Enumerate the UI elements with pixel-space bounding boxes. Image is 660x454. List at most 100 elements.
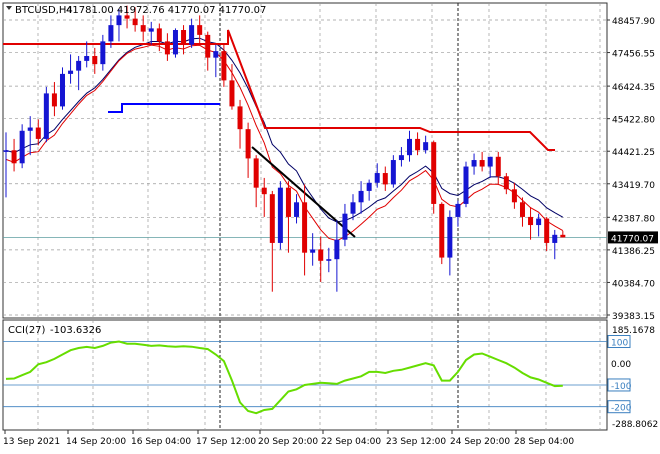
price-tick-label: 40384.70 [612,279,655,289]
cci-line [5,340,563,415]
cci-axis-min: -288.8062 [612,420,658,430]
price-tick-label: 45422.80 [612,116,655,126]
candle-bull [334,239,340,260]
price-tick-label: 44421.25 [612,148,655,158]
candle-bear [382,173,388,185]
symbol-label: BTCUSD,H4 [15,5,73,16]
candle-bear [302,202,308,253]
candle-bear [181,30,187,45]
candle-bear [253,158,259,188]
cci-level-label: 100 [611,339,628,349]
candle-bear [245,129,251,159]
candle-bull [423,142,429,151]
candle-bull [398,155,404,161]
candle-bear [269,194,275,243]
candle-bear [11,150,17,164]
candle-bear [164,41,170,55]
cci-level-box [607,400,631,414]
candle-bull [148,28,154,32]
ma-fast-line [5,44,564,242]
candle-bear [205,34,211,58]
current-price-label: 41770.07 [611,234,654,244]
cci-value: -103.6326 [50,325,101,336]
candle-bear [560,234,566,238]
candle-bear [229,80,235,107]
candle-bull [84,56,90,61]
candle-bull [68,70,74,74]
candle-bull [310,249,316,253]
price-tick-label: 39383.15 [612,312,655,322]
candle-bull [471,160,477,167]
candle-bull [487,156,493,167]
cci-axis-max: 185.1678 [612,326,655,336]
cci-level-box [607,378,631,392]
candle-bear [544,218,550,243]
candle-bear [35,127,41,139]
price-tick-label: 41386.25 [612,247,655,257]
candle-bull [455,203,461,217]
candle-bull [390,160,396,185]
time-tick-label: 17 Sep 12:00 [196,437,256,447]
cci-level-label: 0.00 [611,360,631,370]
candle-bull [407,138,412,156]
candle-bear [124,15,130,19]
cci-header: CCI(27) -103.6326 [8,325,101,336]
candle-bear [285,187,291,217]
cci-panel[interactable] [2,319,608,431]
current-price-box [608,231,658,244]
trend-line[interactable] [251,146,356,238]
candle-bull [76,60,82,71]
main-header: BTCUSD,H4 41781.00 41972.76 41770.07 417… [6,5,266,16]
candle-bull [277,187,283,243]
candle-bull [374,173,380,183]
candle-bear [261,187,267,195]
price-tick-label: 47456.55 [612,50,655,60]
time-tick-label: 14 Sep 20:00 [66,437,126,447]
cci-level-label: -100 [611,382,632,392]
time-tick-label: 13 Sep 2021 [3,437,60,447]
time-tick-label: 22 Sep 04:00 [321,437,381,447]
ma-slow-line [5,37,564,223]
candle-bull [116,15,122,26]
candle-bull [552,234,558,243]
candle-bull [326,259,332,261]
candle-bull [536,218,542,226]
time-tick-label: 23 Sep 12:00 [386,437,446,447]
candle-bull [463,166,469,204]
candle-bear [431,142,437,204]
candle-bull [350,202,356,214]
candle-bear [318,249,324,261]
candle-bear [197,25,203,35]
cci-level-label: -200 [611,404,632,414]
candle-bull [3,150,9,152]
candle-bull [358,190,364,203]
collapse-triangle-icon[interactable] [6,6,12,10]
candle-bear [415,138,421,151]
candle-bull [172,30,178,55]
candle-bear [237,106,243,130]
time-tick-label: 20 Sep 20:00 [258,437,318,447]
candle-bull [294,202,300,217]
candle-bull [366,182,372,191]
candle-bull [100,41,106,65]
ohlc-values: 41781.00 41972.76 41770.07 41770.07 [66,5,266,16]
candle-bear [519,202,525,217]
candle-bear [439,203,445,258]
candle-bull [59,73,65,107]
price-tick-label: 48457.90 [612,17,655,27]
price-tick-label: 42387.80 [612,214,655,224]
candle-bear [495,156,501,177]
candle-bear [528,216,534,226]
candle-bull [27,127,33,131]
time-tick-label: 28 Sep 04:00 [514,437,574,447]
candle-bull [447,216,453,258]
cci-name: CCI(27) [8,325,46,336]
candle-bear [156,28,162,42]
price-tick-label: 46424.35 [612,83,655,93]
candle-bear [479,160,485,167]
candle-bear [503,176,509,190]
candle-bull [108,25,114,42]
time-tick-label: 24 Sep 20:00 [450,437,510,447]
